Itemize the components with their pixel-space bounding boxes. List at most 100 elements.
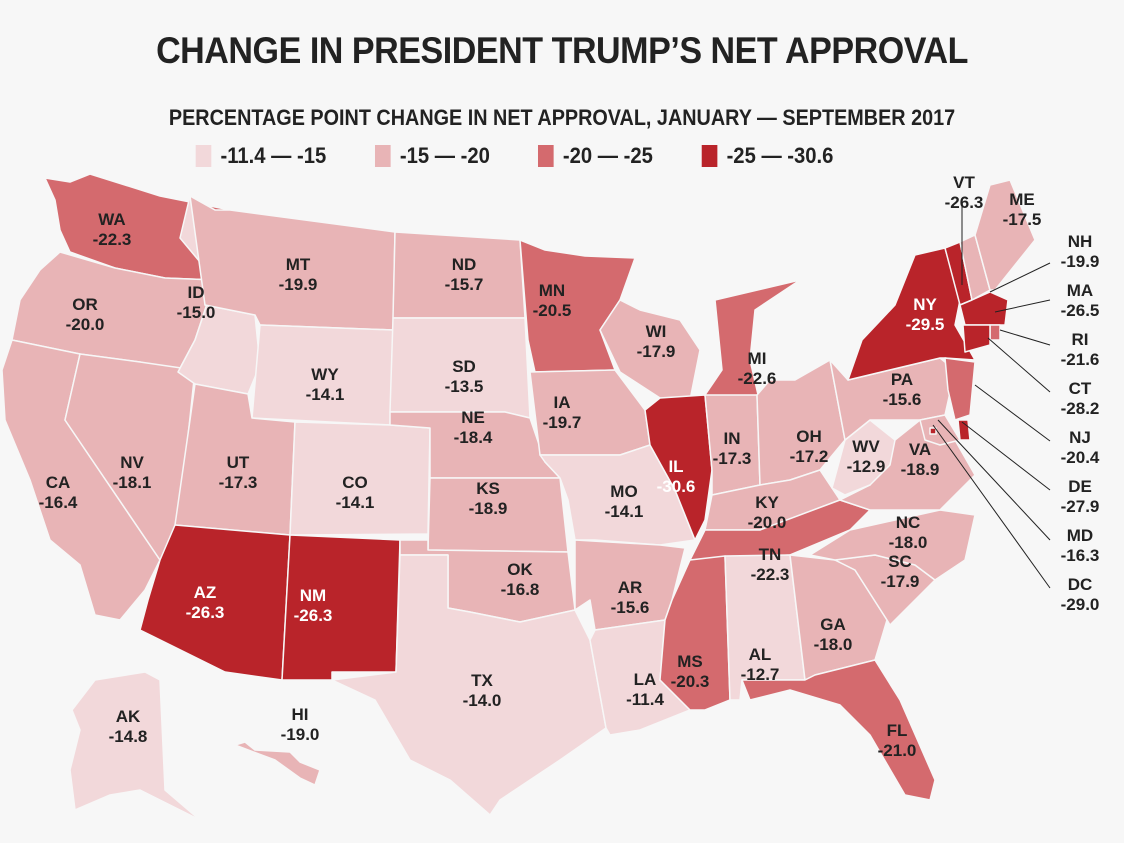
state-value-label: -22.3 bbox=[751, 565, 790, 584]
leader-line-de bbox=[961, 421, 1051, 491]
state-value-label: -15.6 bbox=[611, 598, 650, 617]
state-abbr-label: WI bbox=[646, 322, 667, 341]
legend-item: -25 — -30.6 bbox=[701, 143, 833, 169]
state-value-label: -20.0 bbox=[748, 513, 787, 532]
state-value-label: -20.3 bbox=[671, 672, 710, 691]
state-wi bbox=[599, 299, 701, 401]
state-value-label: -26.3 bbox=[294, 606, 333, 625]
state-abbr-label: NM bbox=[300, 586, 326, 605]
state-abbr-label: CT bbox=[1069, 379, 1092, 398]
state-abbr-label: MD bbox=[1067, 526, 1093, 545]
state-value-label: -14.1 bbox=[306, 385, 345, 404]
state-abbr-label: OH bbox=[796, 427, 822, 446]
state-value-label: -29.0 bbox=[1061, 595, 1100, 614]
state-abbr-label: NV bbox=[120, 453, 144, 472]
state-value-label: -17.9 bbox=[637, 342, 676, 361]
state-me bbox=[974, 179, 1036, 291]
state-value-label: -21.0 bbox=[878, 741, 917, 760]
state-value-label: -28.2 bbox=[1061, 399, 1100, 418]
state-abbr-label: VT bbox=[953, 173, 975, 192]
state-value-label: -14.0 bbox=[463, 691, 502, 710]
state-abbr-label: MI bbox=[748, 349, 767, 368]
state-abbr-label: DE bbox=[1068, 477, 1092, 496]
state-value-label: -17.5 bbox=[1003, 210, 1042, 229]
map-title: CHANGE IN PRESIDENT TRUMP’S NET APPROVAL bbox=[156, 30, 968, 71]
state-abbr-label: ID bbox=[188, 283, 205, 302]
state-value-label: -20.5 bbox=[533, 301, 572, 320]
state-ct bbox=[962, 324, 991, 353]
state-de bbox=[957, 419, 971, 441]
leader-line-nh bbox=[989, 262, 1051, 293]
state-value-label: -22.6 bbox=[738, 369, 777, 388]
state-abbr-label: IN bbox=[724, 429, 741, 448]
state-value-label: -26.5 bbox=[1061, 301, 1100, 320]
legend-swatch bbox=[374, 145, 391, 167]
state-abbr-label: MN bbox=[539, 281, 565, 300]
state-abbr-label: NY bbox=[913, 295, 937, 314]
state-dc bbox=[929, 427, 937, 435]
legend-label: -20 — -25 bbox=[562, 143, 653, 168]
state-value-label: -15.6 bbox=[883, 390, 922, 409]
state-value-label: -18.4 bbox=[454, 428, 493, 447]
legend-item: -20 — -25 bbox=[537, 143, 653, 169]
state-value-label: -17.9 bbox=[881, 572, 920, 591]
state-abbr-label: IL bbox=[668, 457, 683, 476]
state-value-label: -12.7 bbox=[741, 665, 780, 684]
state-abbr-label: MO bbox=[610, 482, 637, 501]
state-abbr-label: FL bbox=[887, 721, 908, 740]
state-abbr-label: AL bbox=[749, 645, 772, 664]
state-value-label: -16.8 bbox=[501, 580, 540, 599]
state-value-label: -17.3 bbox=[219, 473, 258, 492]
state-tx bbox=[331, 554, 607, 816]
state-abbr-label: MT bbox=[286, 255, 311, 274]
state-value-label: -13.5 bbox=[445, 377, 484, 396]
state-nj bbox=[944, 357, 976, 421]
state-value-label: -16.4 bbox=[39, 493, 78, 512]
leader-line-ct bbox=[987, 337, 1051, 393]
state-abbr-label: ME bbox=[1009, 190, 1035, 209]
state-value-label: -19.9 bbox=[279, 275, 318, 294]
state-value-label: -11.4 bbox=[626, 690, 664, 709]
state-value-label: -22.3 bbox=[93, 230, 132, 249]
state-value-label: -27.9 bbox=[1061, 497, 1100, 516]
state-abbr-label: NH bbox=[1068, 232, 1093, 251]
state-abbr-label: GA bbox=[820, 615, 846, 634]
leader-line-md bbox=[937, 419, 1051, 541]
state-abbr-label: ND bbox=[452, 255, 477, 274]
state-ny bbox=[847, 247, 976, 381]
state-abbr-label: AR bbox=[618, 578, 643, 597]
state-abbr-label: OR bbox=[72, 295, 98, 314]
legend-item: -15 — -20 bbox=[374, 143, 490, 169]
state-value-label: -18.9 bbox=[901, 460, 940, 479]
state-nc bbox=[809, 509, 976, 581]
state-abbr-label: WA bbox=[98, 210, 125, 229]
state-value-label: -16.3 bbox=[1061, 546, 1100, 565]
state-abbr-label: CO bbox=[342, 473, 368, 492]
state-abbr-label: AZ bbox=[194, 583, 217, 602]
state-abbr-label: NE bbox=[461, 408, 485, 427]
state-value-label: -26.3 bbox=[945, 193, 984, 212]
state-abbr-label: NC bbox=[896, 513, 921, 532]
legend-label: -11.4 — -15 bbox=[220, 143, 327, 168]
state-value-label: -17.2 bbox=[790, 447, 829, 466]
state-value-label: -15.0 bbox=[177, 303, 216, 322]
state-value-label: -18.9 bbox=[469, 499, 508, 518]
state-ak bbox=[69, 671, 201, 821]
state-value-label: -21.6 bbox=[1061, 350, 1100, 369]
state-value-label: -14.1 bbox=[605, 502, 644, 521]
state-fl bbox=[741, 659, 936, 801]
state-abbr-label: NJ bbox=[1069, 428, 1091, 447]
legend-swatch bbox=[195, 145, 212, 167]
state-value-label: -30.6 bbox=[657, 477, 696, 496]
legend-swatch bbox=[701, 145, 717, 167]
state-abbr-label: HI bbox=[292, 705, 309, 724]
state-value-label: -18.0 bbox=[814, 635, 853, 654]
state-abbr-label: SC bbox=[888, 552, 912, 571]
state-value-label: -18.1 bbox=[113, 473, 152, 492]
state-value-label: -14.1 bbox=[336, 493, 375, 512]
state-ri bbox=[989, 324, 1001, 341]
state-abbr-label: DC bbox=[1068, 575, 1093, 594]
state-co bbox=[289, 421, 431, 536]
state-value-label: -20.4 bbox=[1061, 448, 1100, 467]
